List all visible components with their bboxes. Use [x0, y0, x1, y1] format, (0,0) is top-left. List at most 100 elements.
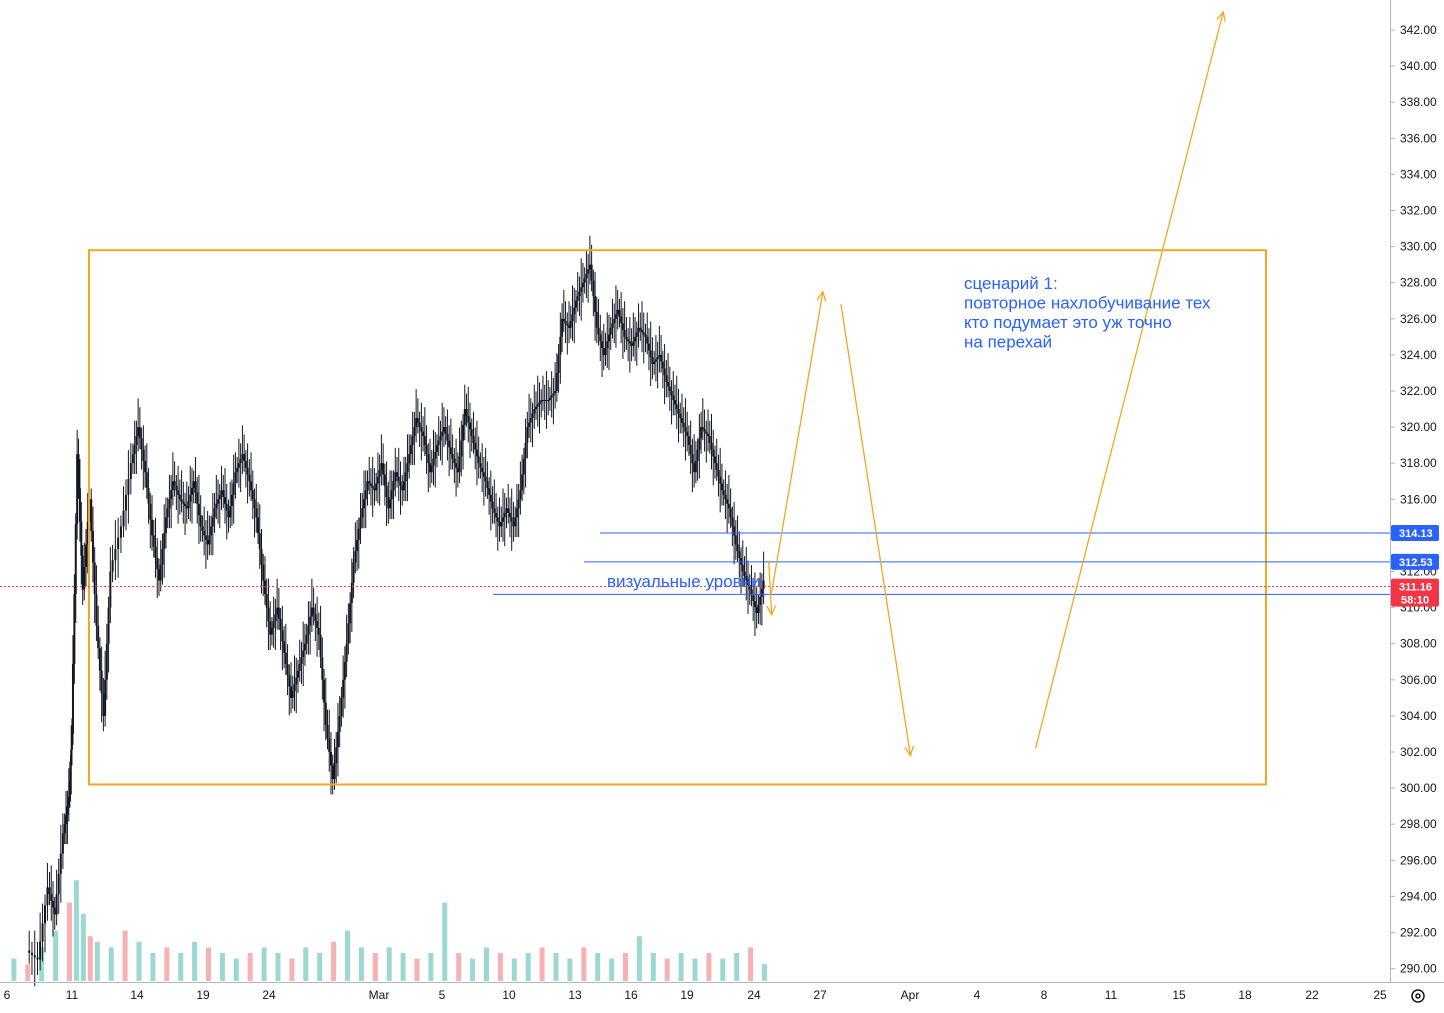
candle-body	[190, 488, 193, 495]
xtick-label: 15	[1172, 988, 1186, 1002]
scenario-arrow[interactable]	[768, 560, 773, 615]
candle-body	[41, 923, 44, 942]
range-box[interactable]	[88, 249, 1267, 786]
candle-body	[463, 409, 466, 425]
scenario-arrow[interactable]	[1034, 11, 1224, 749]
level-lines[interactable]	[493, 532, 1390, 595]
candle-body	[229, 506, 232, 518]
candle-body	[378, 469, 381, 477]
volume-bar	[261, 947, 267, 981]
candle-body	[707, 433, 710, 437]
candle-body	[684, 427, 687, 432]
volume-bar	[80, 913, 86, 981]
candle-body	[616, 309, 619, 315]
candle-body	[587, 269, 590, 274]
arrow-head	[766, 605, 777, 617]
candle-body	[380, 463, 383, 470]
candle-body	[206, 539, 209, 545]
settings-icon[interactable]	[1411, 989, 1425, 1003]
candle-body	[97, 625, 100, 649]
candle-body	[760, 588, 763, 597]
candle-body	[145, 472, 148, 489]
candle-body	[210, 526, 213, 536]
candle-body	[114, 548, 117, 561]
candle-body	[522, 458, 525, 475]
xtick-label: 5	[439, 988, 446, 1002]
candle-body	[632, 341, 635, 346]
volume-bar	[67, 902, 72, 981]
volume-bar	[192, 941, 198, 981]
candle-body	[291, 691, 294, 698]
candle-body	[607, 334, 610, 342]
candle-body	[437, 440, 440, 446]
candle-body	[488, 488, 491, 495]
candle-body	[627, 339, 630, 342]
candle-body	[323, 679, 326, 703]
ytick-label: 304.00	[1400, 709, 1437, 723]
candle-body	[71, 664, 74, 734]
candle-body	[449, 447, 452, 455]
candle-body	[710, 442, 713, 450]
candle-body	[135, 436, 138, 446]
candle-body	[451, 454, 454, 459]
candle-body	[224, 497, 227, 504]
volume-bar	[39, 947, 45, 981]
xtick-label: 16	[624, 988, 638, 1002]
candle-body	[236, 467, 239, 473]
candle-body	[168, 499, 171, 509]
candle-body	[559, 336, 562, 355]
candle-body	[286, 664, 289, 676]
candle-body	[164, 517, 167, 534]
candle-body	[550, 395, 553, 398]
ytick-label: 290.00	[1400, 962, 1437, 976]
candle-body	[654, 359, 657, 362]
volume-bar	[108, 947, 114, 981]
level-badge	[1391, 525, 1439, 542]
candle-body	[290, 686, 293, 698]
candle-body	[415, 418, 418, 428]
candle-body	[517, 499, 520, 509]
candle-body	[641, 330, 644, 333]
price-axis[interactable]: 290.00 292.00 294.00 296.00 298.00 300.00 302.…	[1390, 23, 1437, 976]
candle-body	[745, 576, 748, 581]
candle-body	[568, 325, 571, 328]
candle-body	[36, 957, 39, 960]
candle-body	[137, 427, 140, 437]
candle-body	[524, 442, 527, 459]
time-axis[interactable]: 6 11 14 19 24 Mar 5 10 13 16 19 24 27 Apr 4 8 11 15 18 22 25	[4, 988, 1387, 1002]
candle-body	[719, 476, 722, 484]
scenario-arrows[interactable]	[766, 10, 1226, 758]
candle-body	[590, 264, 593, 281]
volume-bar	[386, 947, 392, 981]
candle-body	[541, 400, 544, 402]
candle-body	[303, 643, 306, 651]
xtick-label: 11	[1105, 988, 1118, 1002]
candle-body	[295, 677, 298, 685]
candle-body	[552, 393, 555, 396]
candle-body	[611, 323, 614, 328]
candle-body	[77, 454, 80, 489]
scenario-arrow[interactable]	[770, 291, 824, 594]
candle-body	[620, 316, 623, 324]
scenario-annotation[interactable]: сценарий 1: повторное нахлобучивание тех…	[964, 274, 1211, 352]
candle-body	[124, 494, 127, 511]
candle-body	[383, 474, 386, 486]
volume-bar	[247, 953, 253, 981]
candle-body	[335, 747, 338, 764]
candle-body	[331, 765, 334, 780]
candle-body	[328, 738, 331, 752]
volume-bar	[303, 947, 309, 981]
candle-body	[343, 661, 346, 680]
candle-body	[672, 395, 675, 401]
candle-body	[689, 445, 692, 455]
candle-body	[468, 422, 471, 430]
candle-body	[592, 280, 595, 297]
candle-body	[564, 321, 567, 324]
candle-body	[667, 381, 670, 387]
scenario-arrow[interactable]	[840, 304, 912, 756]
levels-annotation[interactable]: визуальные уровни	[607, 572, 761, 591]
candle-body	[51, 900, 54, 908]
candle-body	[734, 535, 737, 545]
candle-body	[267, 607, 270, 622]
